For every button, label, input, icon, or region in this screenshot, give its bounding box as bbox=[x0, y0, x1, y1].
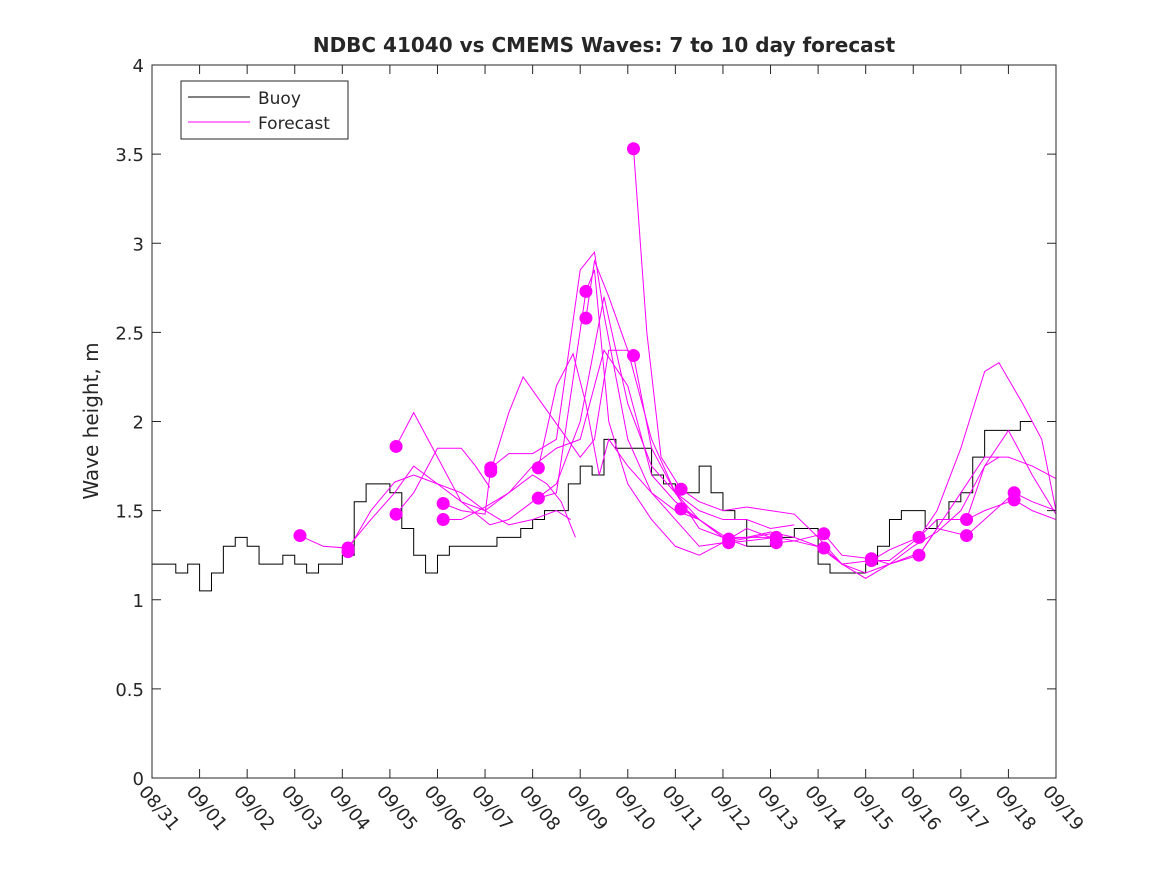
forecast-marker bbox=[389, 439, 403, 453]
forecast-series-line-3 bbox=[395, 447, 491, 515]
forecast-marker bbox=[722, 536, 736, 550]
forecast-series-line-9 bbox=[585, 259, 795, 529]
forecast-marker bbox=[626, 349, 640, 363]
forecast-marker bbox=[531, 491, 545, 505]
forecast-marker bbox=[579, 284, 593, 298]
x-tick-label: 09/19 bbox=[1038, 782, 1087, 835]
legend-forecast-label: Forecast bbox=[258, 114, 330, 134]
forecast-marker bbox=[674, 502, 688, 516]
x-tick-label: 08/31 bbox=[134, 782, 183, 835]
legend-buoy-label: Buoy bbox=[258, 89, 301, 109]
x-tick-label: 09/18 bbox=[991, 782, 1040, 835]
forecast-marker bbox=[1007, 493, 1021, 507]
x-tick-label: 09/08 bbox=[515, 782, 564, 835]
x-tick-label: 09/04 bbox=[324, 782, 373, 835]
x-tick-label: 09/12 bbox=[705, 782, 754, 835]
forecast-marker bbox=[769, 536, 783, 550]
y-tick-label: 3.5 bbox=[115, 145, 144, 166]
forecast-marker bbox=[960, 513, 974, 527]
y-tick-label: 2 bbox=[133, 413, 144, 434]
forecast-series-line-1 bbox=[346, 349, 700, 552]
forecast-series-line-10 bbox=[633, 148, 843, 565]
x-tick-label: 09/13 bbox=[753, 782, 802, 835]
forecast-marker bbox=[674, 482, 688, 496]
forecast-marker bbox=[626, 142, 640, 156]
x-tick-label: 09/17 bbox=[943, 782, 992, 835]
x-tick-label: 09/06 bbox=[420, 782, 469, 835]
forecast-marker bbox=[817, 541, 831, 555]
x-tick-label: 09/07 bbox=[467, 782, 516, 835]
chart-title: NDBC 41040 vs CMEMS Waves: 7 to 10 day f… bbox=[313, 33, 896, 57]
legend: Buoy Forecast bbox=[180, 80, 349, 140]
forecast-series-line-0 bbox=[299, 465, 571, 549]
y-tick-label: 0.5 bbox=[115, 680, 144, 701]
forecast-marker bbox=[436, 513, 450, 527]
forecast-marker bbox=[293, 529, 307, 543]
x-tick-label: 09/14 bbox=[800, 782, 849, 835]
forecast-marker bbox=[912, 548, 926, 562]
x-tick-label: 09/16 bbox=[895, 782, 944, 835]
y-tick-label: 2.5 bbox=[115, 323, 144, 344]
axes-box bbox=[151, 64, 1057, 779]
x-tick-label: 09/15 bbox=[848, 782, 897, 835]
forecast-marker bbox=[579, 311, 593, 325]
y-tick-label: 1.5 bbox=[115, 502, 144, 523]
forecast-series-line-6 bbox=[490, 349, 771, 538]
buoy-series-line bbox=[152, 421, 1033, 592]
y-tick-label: 1 bbox=[133, 591, 144, 612]
forecast-marker bbox=[389, 507, 403, 521]
forecast-series-line-5 bbox=[443, 474, 576, 538]
forecast-marker bbox=[341, 545, 355, 559]
y-tick-label: 4 bbox=[133, 56, 144, 77]
forecast-series-line-12 bbox=[728, 456, 1000, 579]
plot-area: 00.511.522.533.5408/3109/0109/0209/0309/… bbox=[115, 56, 1087, 835]
x-tick-label: 09/03 bbox=[277, 782, 326, 835]
x-tick-label: 09/10 bbox=[610, 782, 659, 835]
y-tick-label: 0 bbox=[133, 769, 144, 790]
forecast-marker bbox=[912, 530, 926, 544]
forecast-marker bbox=[531, 461, 545, 475]
forecast-series-line-4 bbox=[442, 250, 724, 538]
y-axis-label: Wave height, m bbox=[79, 342, 103, 499]
x-tick-label: 09/02 bbox=[229, 782, 278, 835]
y-tick-label: 3 bbox=[133, 234, 144, 255]
x-tick-label: 09/01 bbox=[182, 782, 231, 835]
x-tick-label: 09/09 bbox=[562, 782, 611, 835]
forecast-series-line-8 bbox=[538, 269, 771, 556]
forecast-series-line-11 bbox=[680, 508, 914, 574]
forecast-marker bbox=[864, 554, 878, 568]
legend-box bbox=[180, 80, 349, 140]
forecast-marker bbox=[817, 527, 831, 541]
x-tick-label: 09/11 bbox=[658, 782, 707, 835]
forecast-marker bbox=[484, 464, 498, 478]
forecast-series-line-16 bbox=[918, 492, 1057, 556]
forecast-series-line-14 bbox=[823, 361, 1057, 565]
data-layer bbox=[152, 142, 1057, 592]
x-tick-label: 09/05 bbox=[372, 782, 421, 835]
forecast-series-line-7 bbox=[537, 352, 771, 547]
forecast-marker bbox=[436, 496, 450, 510]
forecast-marker bbox=[960, 529, 974, 543]
